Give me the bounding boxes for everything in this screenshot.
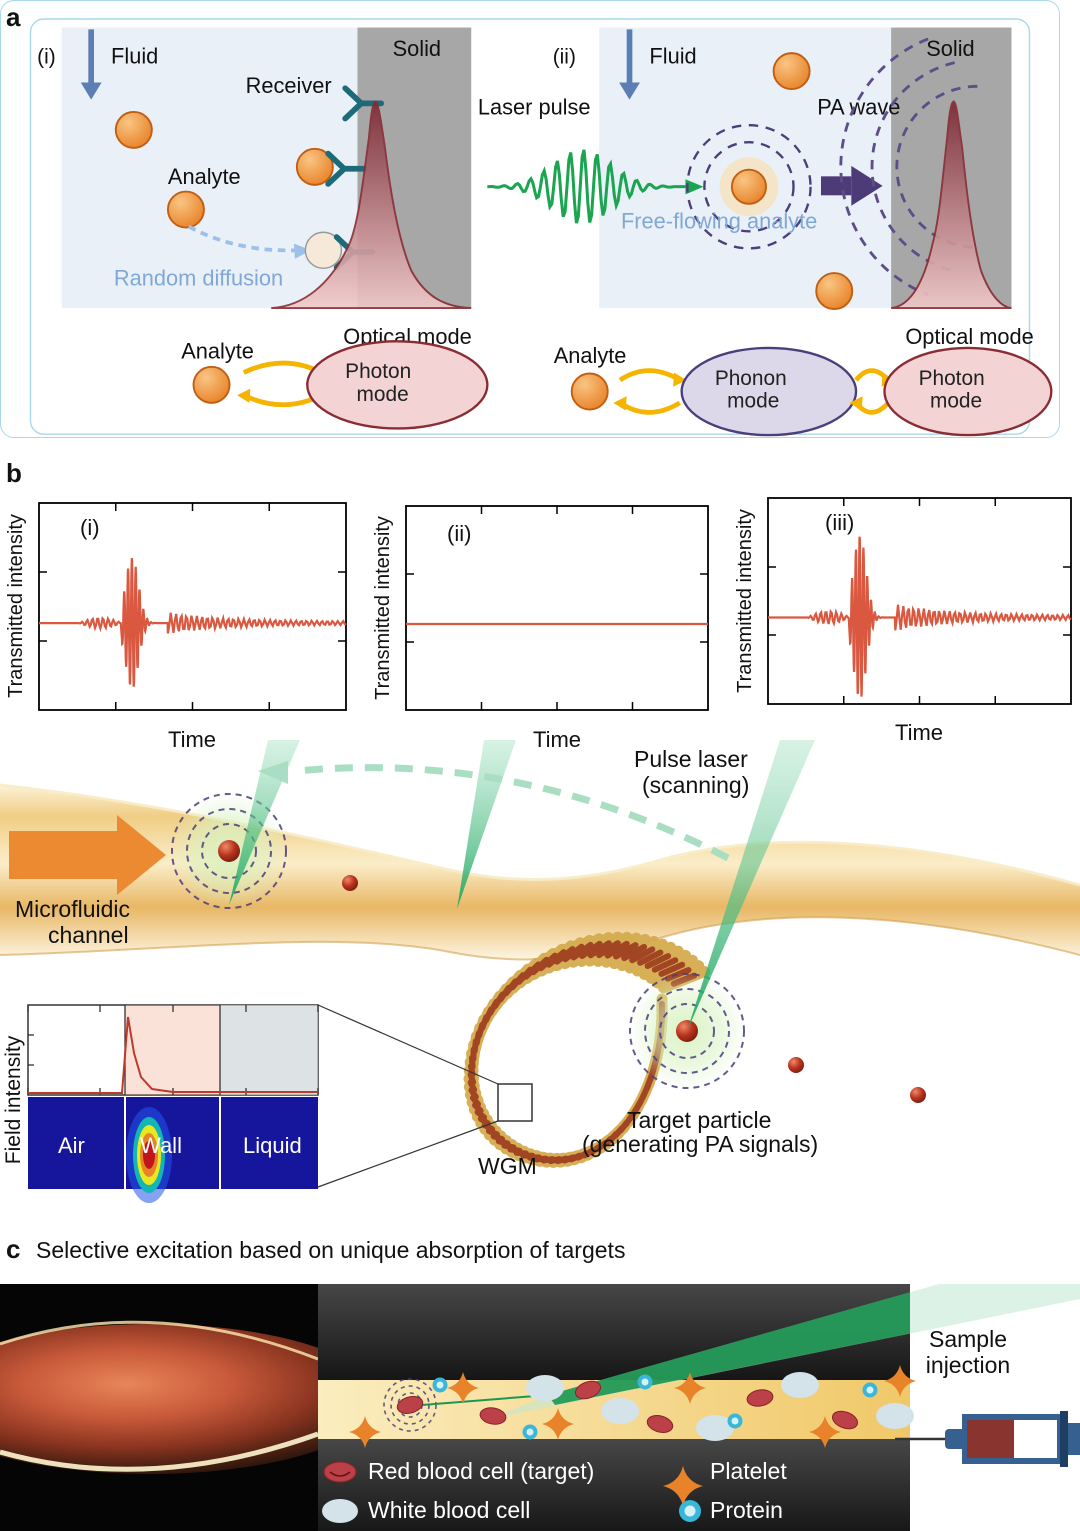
svg-text:mode: mode (727, 390, 779, 413)
svg-text:(i): (i) (80, 515, 100, 540)
svg-text:Analyte: Analyte (554, 343, 627, 368)
svg-text:Analyte: Analyte (181, 338, 254, 363)
svg-text:Laser pulse: Laser pulse (478, 95, 591, 120)
svg-text:(ii): (ii) (447, 521, 471, 546)
svg-text:Solid: Solid (393, 36, 441, 61)
svg-text:Receiver: Receiver (246, 73, 332, 98)
svg-text:(generating PA signals): (generating PA signals) (582, 1131, 818, 1157)
svg-text:(i): (i) (37, 46, 56, 69)
svg-text:mode: mode (357, 383, 409, 406)
svg-text:Microfluidic: Microfluidic (15, 896, 130, 922)
svg-text:injection: injection (926, 1352, 1010, 1378)
svg-text:channel: channel (48, 922, 129, 948)
svg-text:Fluid: Fluid (649, 44, 696, 69)
svg-text:Photon: Photon (919, 367, 985, 390)
svg-text:Air: Air (58, 1133, 85, 1158)
svg-text:Phonon: Phonon (715, 367, 787, 390)
svg-text:Transmitted intensity: Transmitted intensity (5, 514, 27, 698)
svg-text:Sample: Sample (929, 1326, 1007, 1352)
svg-text:WGM: WGM (478, 1153, 537, 1179)
svg-text:Analyte: Analyte (168, 164, 241, 189)
svg-text:Transmitted intensity: Transmitted intensity (372, 516, 394, 700)
svg-text:Fluid: Fluid (111, 44, 158, 69)
svg-text:Photon: Photon (345, 360, 411, 383)
svg-text:Transmitted intensity: Transmitted intensity (734, 509, 756, 693)
svg-text:(ii): (ii) (553, 46, 576, 69)
svg-text:Field intensity: Field intensity (2, 1035, 25, 1164)
svg-text:Optical mode: Optical mode (905, 324, 1033, 349)
svg-text:Pulse laser: Pulse laser (634, 746, 748, 772)
svg-text:Liquid: Liquid (243, 1133, 302, 1158)
svg-text:(iii): (iii) (825, 510, 854, 535)
svg-text:Platelet: Platelet (710, 1458, 787, 1484)
svg-text:Free-flowing analyte: Free-flowing analyte (621, 208, 817, 233)
svg-text:White blood cell: White blood cell (368, 1497, 530, 1523)
svg-text:mode: mode (930, 390, 982, 413)
svg-text:Target particle: Target particle (627, 1107, 771, 1133)
svg-text:(scanning): (scanning) (642, 772, 749, 798)
svg-text:Solid: Solid (926, 36, 974, 61)
svg-text:Random diffusion: Random diffusion (114, 265, 283, 290)
svg-text:Red blood cell (target): Red blood cell (target) (368, 1458, 594, 1484)
svg-text:Protein: Protein (710, 1497, 783, 1523)
svg-text:Wall: Wall (140, 1133, 182, 1158)
